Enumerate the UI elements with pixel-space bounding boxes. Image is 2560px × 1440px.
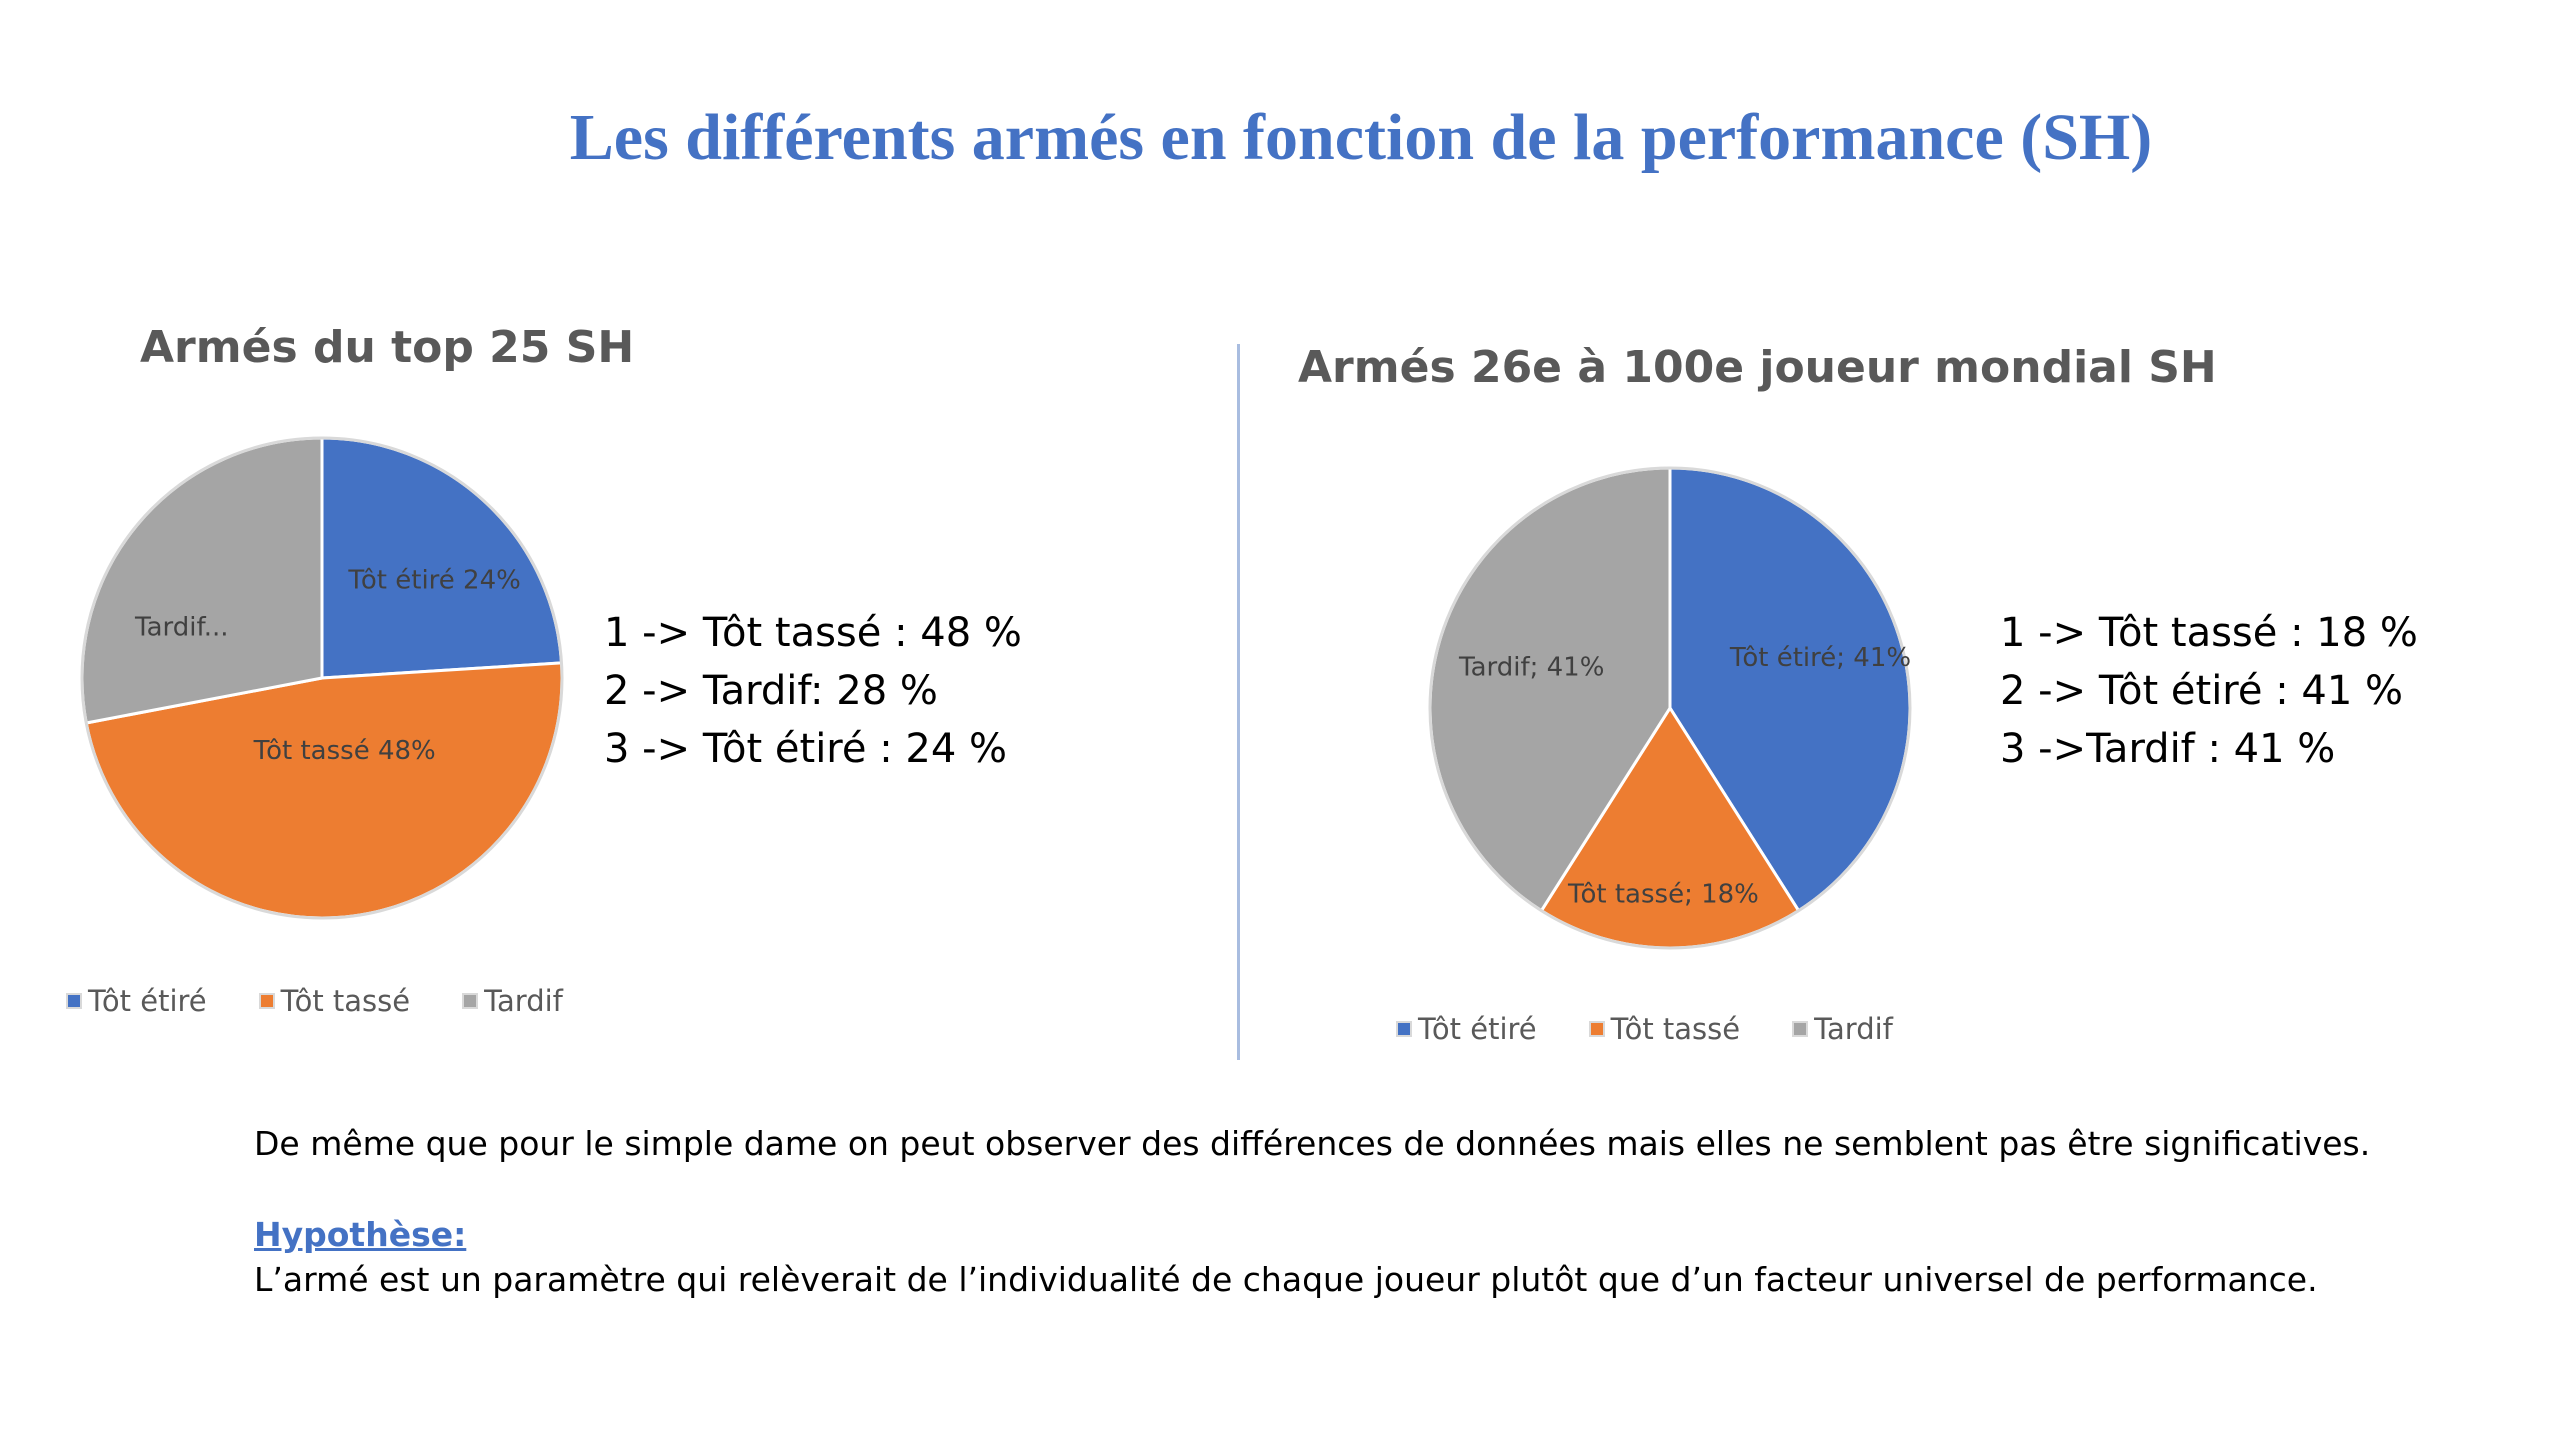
legend-swatch-tot-etire (66, 993, 82, 1009)
pie-outline (1428, 466, 1912, 950)
legend-label: Tôt étiré (88, 984, 207, 1018)
legend-swatch-tot-etire (1396, 1021, 1412, 1037)
pie-data-label-tot-etire: Tôt étiré 24% (347, 565, 520, 595)
chart-1-title: Armés du top 25 SH (140, 322, 635, 373)
conclusion-text: De même que pour le simple dame on peut … (254, 1124, 2371, 1163)
pie-outline (80, 436, 564, 920)
legend-label: Tôt tassé (1610, 1012, 1741, 1046)
ranking-line: 2 -> Tôt étiré : 41 % (2000, 668, 2404, 714)
pie-data-label-tardif: Tardif; 41% (1458, 652, 1604, 682)
pie-chart-top-25: Tôt étiré 24% Tôt tassé 48% Tardif... (80, 436, 564, 920)
vertical-divider (1237, 344, 1240, 1060)
legend-label: Tardif (484, 984, 563, 1018)
ranking-line: 2 -> Tardif: 28 % (604, 668, 938, 714)
legend-item-tardif: Tardif (1792, 1012, 1893, 1046)
chart-2-title: Armés 26e à 100e joueur mondial SH (1298, 342, 2217, 393)
pie-data-label-tardif: Tardif... (134, 613, 229, 643)
page-title: Les différents armés en fonction de la p… (569, 101, 2153, 174)
ranking-26-100: 1 -> Tôt tassé : 18 % 2 -> Tôt étiré : 4… (2000, 604, 2418, 778)
pie-slice-tot-etire (320, 436, 564, 680)
hypothesis-text: L’armé est un paramètre qui relèverait d… (254, 1260, 2318, 1299)
legend-item-tot-tasse: Tôt tassé (258, 984, 411, 1018)
legend-label: Tôt tassé (280, 984, 411, 1018)
pie-data-label-tot-tasse: Tôt tassé 48% (253, 736, 436, 766)
legend-item-tardif: Tardif (462, 984, 563, 1018)
chart-1-legend: Tôt étiré Tôt tassé Tardif (66, 984, 563, 1018)
ranking-line: 1 -> Tôt tassé : 18 % (2000, 610, 2418, 656)
legend-item-tot-etire: Tôt étiré (1396, 1012, 1537, 1046)
ranking-line: 3 ->Tardif : 41 % (2000, 726, 2336, 772)
legend-label: Tôt étiré (1418, 1012, 1537, 1046)
chart-2-legend: Tôt étiré Tôt tassé Tardif (1396, 1012, 1893, 1046)
hypothesis-heading: Hypothèse: (254, 1215, 467, 1254)
legend-swatch-tot-tasse (1588, 1021, 1605, 1037)
ranking-line: 1 -> Tôt tassé : 48 % (604, 610, 1022, 656)
legend-swatch-tot-tasse (258, 993, 275, 1009)
pie-chart-26-100: Tôt étiré; 41% Tôt tassé; 18% Tardif; 41% (1428, 466, 1912, 950)
legend-item-tot-tasse: Tôt tassé (1588, 1012, 1741, 1046)
legend-label: Tardif (1814, 1012, 1893, 1046)
ranking-line: 3 -> Tôt étiré : 24 % (604, 726, 1008, 772)
pie-data-label-tot-tasse: Tôt tassé; 18% (1567, 880, 1759, 910)
pie-data-label-tot-etire: Tôt étiré; 41% (1729, 643, 1911, 673)
pie-slice-tardif (80, 436, 324, 725)
legend-swatch-tardif (1792, 1021, 1809, 1037)
legend-item-tot-etire: Tôt étiré (66, 984, 207, 1018)
ranking-top-25: 1 -> Tôt tassé : 48 % 2 -> Tardif: 28 % … (604, 604, 1022, 778)
legend-swatch-tardif (462, 993, 479, 1009)
